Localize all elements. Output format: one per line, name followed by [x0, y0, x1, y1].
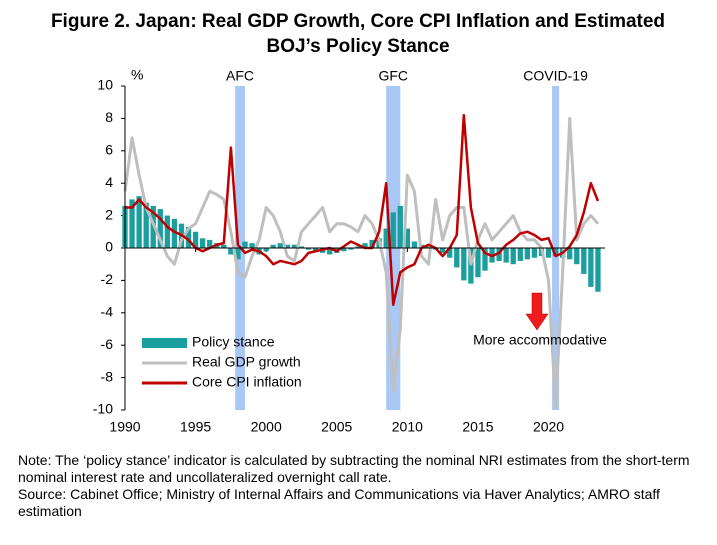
bar: [171, 218, 178, 248]
bar: [440, 248, 446, 253]
bar: [136, 196, 142, 248]
line: [125, 113, 600, 306]
bar: [207, 239, 213, 248]
bar: [475, 248, 481, 278]
y-unit: %: [131, 67, 143, 83]
y-tick-label: -4: [101, 304, 114, 320]
x-tick-label: 1990: [109, 419, 140, 435]
bar: [369, 239, 375, 248]
bar: [263, 248, 269, 252]
period-label: COVID-19: [523, 68, 588, 84]
bar: [447, 248, 453, 258]
bar: [143, 202, 149, 248]
bar: [404, 228, 410, 248]
bar: [567, 248, 573, 260]
bar: [348, 248, 354, 250]
annotation: More accommodative: [473, 332, 607, 348]
bar: [270, 244, 276, 248]
chart-title: Figure 2. Japan: Real GDP Growth, Core C…: [51, 11, 665, 32]
bar: [192, 231, 199, 248]
bar: [235, 248, 241, 260]
bar: [595, 248, 601, 292]
y-tick-label: 6: [105, 142, 113, 158]
y-tick-label: 10: [97, 77, 113, 93]
y-tick-label: 0: [105, 239, 113, 255]
y-tick-label: 8: [105, 109, 113, 125]
y-tick-label: -6: [101, 336, 114, 352]
source: Source: Cabinet Office; Ministry of Inte…: [18, 486, 660, 519]
bar: [390, 212, 396, 248]
bar: [355, 246, 361, 248]
bar: [362, 243, 368, 248]
bar: [482, 248, 488, 271]
bar: [327, 248, 333, 255]
bar: [305, 248, 312, 250]
bar: [468, 248, 474, 284]
annotation-arrow: [525, 292, 549, 331]
bar: [425, 246, 432, 248]
bar: [312, 248, 319, 252]
bar: [185, 226, 192, 248]
bar: [228, 248, 234, 255]
bar: [242, 241, 248, 248]
bar: [574, 248, 580, 265]
bar: [461, 248, 467, 281]
y-tick-label: -2: [101, 271, 114, 287]
bar: [588, 248, 594, 287]
bar: [517, 248, 523, 261]
bar: [503, 248, 509, 263]
bar: [454, 248, 460, 268]
bar: [164, 215, 170, 248]
bar: [221, 244, 227, 248]
bar: [341, 248, 347, 252]
bar: [157, 209, 163, 248]
bar: [581, 248, 587, 274]
x-tick-label: 1995: [180, 419, 211, 435]
legend-swatch: [142, 338, 187, 348]
line: [123, 116, 600, 409]
bar: [552, 248, 559, 257]
bar: [397, 205, 403, 248]
x-tick-label: 2015: [462, 419, 493, 435]
y-tick-label: 4: [105, 174, 113, 190]
bar: [284, 244, 290, 248]
bar: [496, 248, 502, 261]
period-label: AFC: [226, 68, 254, 84]
bar: [200, 238, 206, 248]
note: Note: The ‘policy stance’ indicator is c…: [18, 452, 690, 485]
chart: Figure 2. Japan: Real GDP Growth, Core C…: [51, 11, 665, 435]
bar: [531, 248, 538, 258]
x-tick-label: 2010: [392, 419, 423, 435]
bar: [277, 243, 283, 248]
bar: [298, 246, 305, 248]
x-tick-label: 2005: [321, 419, 352, 435]
legend-label: Core CPI inflation: [192, 374, 302, 390]
bar: [129, 199, 135, 248]
bar: [524, 248, 530, 260]
bar: [383, 228, 389, 248]
bar: [249, 243, 255, 248]
bar: [291, 244, 298, 248]
y-tick-label: -10: [93, 401, 113, 417]
notes: Note: The ‘policy stance’ indicator is c…: [18, 452, 708, 520]
legend-label: Policy stance: [192, 334, 275, 350]
period-label: GFC: [378, 68, 408, 84]
bar: [545, 248, 552, 258]
x-tick-label: 2000: [251, 419, 282, 435]
x-tick-label: 2020: [533, 419, 564, 435]
bar: [411, 241, 418, 248]
legend-label: Real GDP growth: [192, 354, 301, 370]
bar: [510, 248, 516, 265]
y-tick-label: -8: [101, 368, 114, 384]
y-tick-label: 2: [105, 206, 113, 222]
chart-title: BOJ’s Policy Stance: [266, 36, 449, 57]
